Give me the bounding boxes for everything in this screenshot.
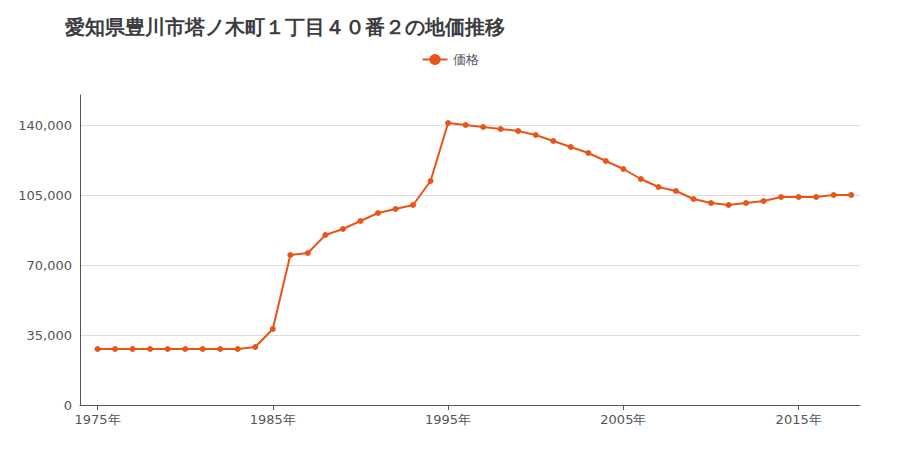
svg-text:価格: 価格 — [453, 52, 479, 67]
svg-text:35,000: 35,000 — [27, 328, 73, 343]
svg-text:2005年: 2005年 — [600, 412, 646, 427]
svg-text:1975年: 1975年 — [74, 412, 120, 427]
svg-text:1985年: 1985年 — [250, 412, 296, 427]
svg-text:105,000: 105,000 — [18, 188, 72, 203]
svg-text:0: 0 — [64, 398, 72, 413]
svg-text:愛知県豊川市塔ノ木町１丁目４０番２の地価推移: 愛知県豊川市塔ノ木町１丁目４０番２の地価推移 — [65, 15, 505, 39]
svg-text:1995年: 1995年 — [425, 412, 471, 427]
svg-text:2015年: 2015年 — [776, 412, 822, 427]
svg-text:70,000: 70,000 — [27, 258, 73, 273]
svg-text:140,000: 140,000 — [18, 118, 72, 133]
